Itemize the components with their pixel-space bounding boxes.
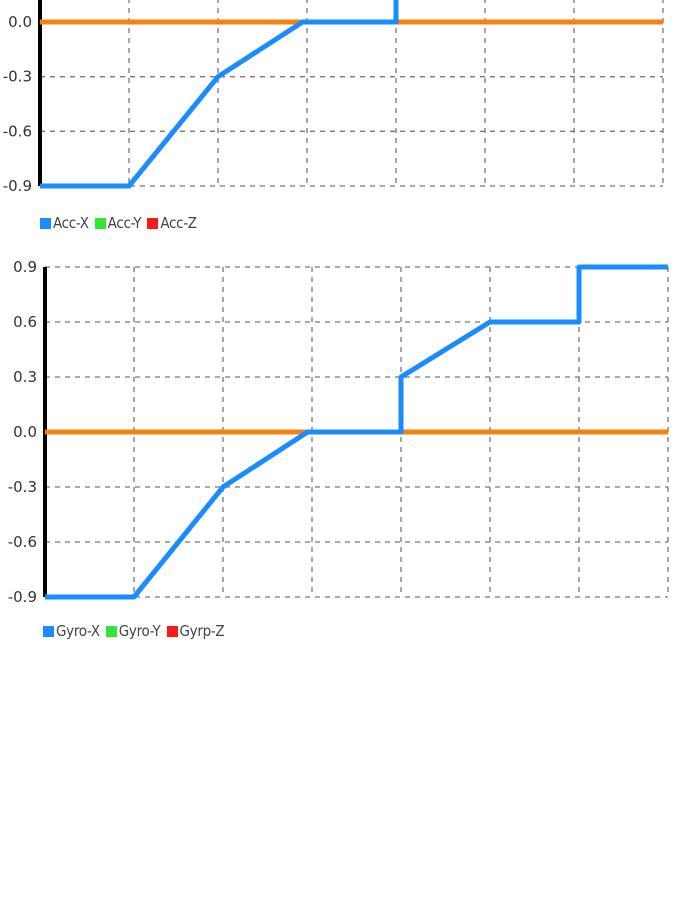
legend-swatch	[94, 217, 106, 229]
y-tick-label: -0.6	[3, 122, 32, 140]
y-tick-label: 0.0	[13, 423, 37, 441]
y-tick-label: -0.3	[8, 478, 37, 496]
legend-swatch	[43, 625, 54, 637]
y-tick-label: -0.9	[3, 177, 32, 195]
y-tick-label: 0.0	[8, 13, 32, 31]
legend-label: Acc-Y	[107, 214, 142, 232]
legend-swatch	[166, 625, 178, 637]
legend-item-gyro-y[interactable]: Gyro-Y	[105, 622, 161, 640]
y-tick-label: -0.9	[8, 588, 37, 606]
series-line-gyro-x	[45, 264, 668, 600]
legend-swatch	[147, 217, 159, 229]
legend-label: Gyro-X	[56, 622, 100, 640]
y-tick-label: -0.6	[8, 533, 37, 551]
legend-item-acc-x[interactable]: Acc-X	[40, 214, 89, 232]
legend-swatch	[40, 217, 51, 229]
legend-label: Gyrp-Z	[179, 622, 225, 640]
accelerometer-legend: Acc-X Acc-Y Acc-Z	[40, 214, 203, 232]
y-tick-label: -0.3	[3, 68, 32, 86]
legend-item-acc-y[interactable]: Acc-Y	[94, 214, 142, 232]
series-line-acc-x	[40, 0, 399, 189]
y-tick-label: 0.9	[13, 258, 37, 276]
legend-label: Acc-X	[53, 214, 89, 232]
legend-item-gyro-x[interactable]: Gyro-X	[43, 622, 100, 640]
y-tick-label: 0.3	[13, 368, 37, 386]
legend-label: Acc-Z	[160, 214, 197, 232]
gyroscope-legend: Gyro-X Gyro-Y Gyrp-Z	[43, 622, 230, 640]
gyroscope-chart: 0.9 0.6 0.3 0.0 -0.3 -0.6 -0.9	[8, 258, 669, 606]
legend-item-acc-z[interactable]: Acc-Z	[147, 214, 197, 232]
legend-label: Gyro-Y	[118, 622, 161, 640]
legend-swatch	[105, 625, 117, 637]
accelerometer-chart: 0.90.60.30.0-0.3-0.6-0.9	[3, 0, 664, 195]
y-tick-label: 0.6	[13, 313, 37, 331]
legend-item-gyro-z[interactable]: Gyrp-Z	[166, 622, 225, 640]
